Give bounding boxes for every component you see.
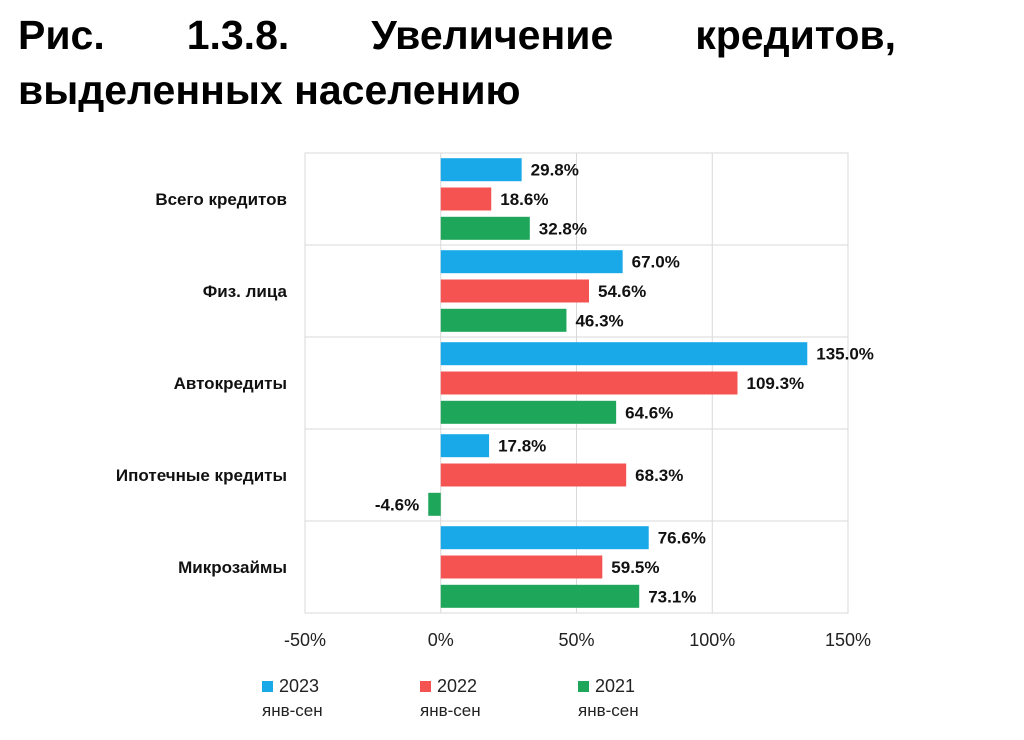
legend-label-2022: 2022 (437, 676, 478, 696)
legend-label-2021: 2021 (595, 676, 636, 696)
title-word: Увеличение (371, 12, 614, 58)
bar (440, 463, 627, 487)
data-label: 54.6% (598, 282, 646, 301)
legend-label-2023: 2023 (279, 676, 320, 696)
bar (440, 434, 490, 458)
data-label: 73.1% (648, 587, 696, 606)
legend-item-2021: 2021 янв-сен (578, 676, 639, 721)
data-label: 76.6% (658, 529, 706, 548)
bar (440, 371, 738, 395)
data-label: 109.3% (746, 374, 804, 393)
data-label: 32.8% (539, 219, 587, 238)
data-label: 46.3% (575, 311, 623, 330)
data-label: 59.5% (611, 558, 659, 577)
bar (440, 279, 589, 303)
bar (440, 158, 522, 182)
legend-swatch-2021 (578, 681, 589, 692)
chart-legend: 2023 янв-сен 2022 янв-сен 2021 янв-сен (0, 676, 1024, 736)
category-label: Микрозаймы (178, 558, 287, 577)
legend-item-2023: 2023 янв-сен (262, 676, 323, 721)
chart-title-line-1: Рис. 1.3.8. Увеличение кредитов, (18, 8, 896, 63)
category-label: Физ. лица (203, 282, 288, 301)
data-label: 135.0% (816, 345, 874, 364)
x-tick-label: 100% (689, 630, 735, 650)
legend-item-2022: 2022 янв-сен (420, 676, 481, 721)
data-label: 17.8% (498, 437, 546, 456)
bar (440, 216, 530, 240)
x-tick-label: 50% (558, 630, 594, 650)
bar (440, 342, 808, 366)
bar (440, 187, 492, 211)
bar (440, 555, 603, 579)
bar (428, 492, 441, 516)
category-label: Всего кредитов (155, 190, 287, 209)
bar (440, 308, 567, 332)
bar (440, 526, 649, 550)
data-label: 18.6% (500, 190, 548, 209)
bar (440, 400, 617, 424)
bar (440, 584, 640, 608)
title-word: Рис. (18, 12, 105, 58)
data-label: 67.0% (632, 253, 680, 272)
legend-sub-2023: янв-сен (262, 701, 323, 720)
data-label: -4.6% (375, 495, 419, 514)
bar (440, 250, 623, 274)
x-tick-label: -50% (284, 630, 326, 650)
chart-title-line-2: выделенных населению (18, 67, 521, 113)
legend-swatch-2022 (420, 681, 431, 692)
title-word: кредитов, (695, 12, 896, 58)
legend-sub-2022: янв-сен (420, 701, 481, 720)
category-label: Ипотечные кредиты (116, 466, 287, 485)
legend-sub-2021: янв-сен (578, 701, 639, 720)
title-word: 1.3.8. (186, 12, 290, 58)
data-label: 64.6% (625, 403, 673, 422)
x-tick-label: 150% (825, 630, 871, 650)
chart-title: Рис. 1.3.8. Увеличение кредитов, выделен… (18, 8, 896, 118)
data-label: 68.3% (635, 466, 683, 485)
data-label: 29.8% (531, 161, 579, 180)
legend-swatch-2023 (262, 681, 273, 692)
category-label: Автокредиты (174, 374, 287, 393)
x-tick-label: 0% (428, 630, 454, 650)
